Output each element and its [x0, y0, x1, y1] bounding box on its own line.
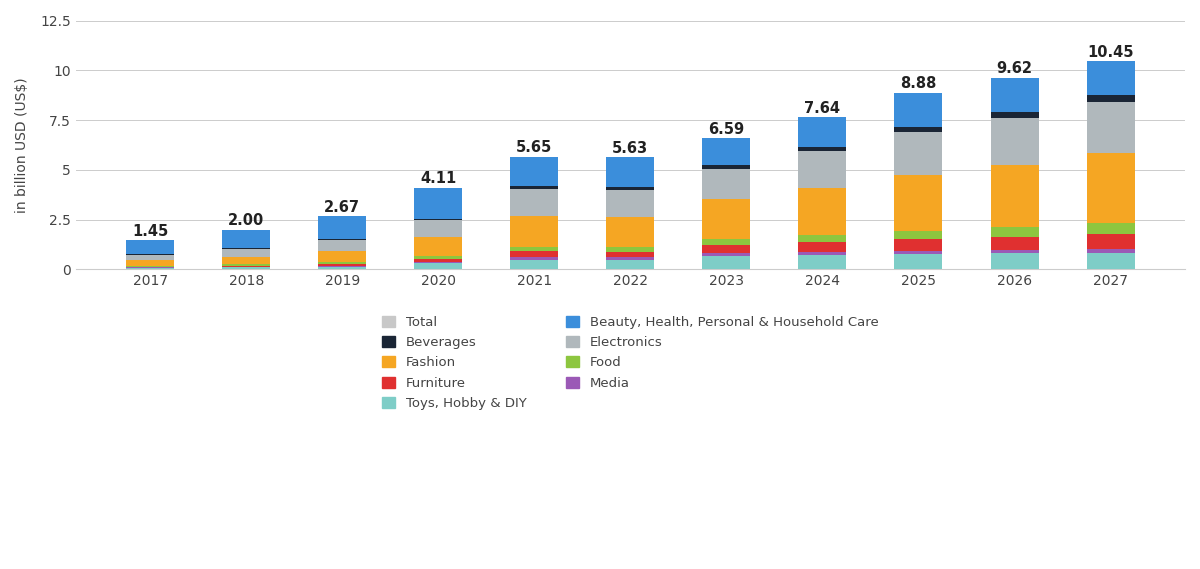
- Bar: [318, 262, 366, 264]
- Bar: [318, 241, 366, 251]
- Text: 9.62: 9.62: [996, 61, 1032, 76]
- Bar: [798, 117, 846, 147]
- Bar: [894, 240, 942, 251]
- Bar: [414, 262, 462, 263]
- Bar: [510, 189, 558, 216]
- Text: 5.63: 5.63: [612, 141, 648, 156]
- Bar: [798, 242, 846, 252]
- Bar: [1086, 102, 1134, 153]
- Bar: [414, 256, 462, 258]
- Bar: [702, 199, 750, 239]
- Bar: [990, 237, 1038, 250]
- Bar: [510, 257, 558, 260]
- Bar: [222, 266, 270, 267]
- Bar: [798, 235, 846, 242]
- Bar: [222, 265, 270, 266]
- Bar: [894, 231, 942, 240]
- Text: 5.65: 5.65: [516, 141, 552, 155]
- Bar: [414, 220, 462, 237]
- Bar: [894, 175, 942, 231]
- Text: 2.67: 2.67: [324, 200, 360, 215]
- Bar: [798, 151, 846, 188]
- Text: 1.45: 1.45: [132, 224, 168, 239]
- Bar: [606, 260, 654, 269]
- Bar: [126, 268, 174, 269]
- Text: 7.64: 7.64: [804, 101, 840, 116]
- Bar: [510, 251, 558, 257]
- Bar: [318, 264, 366, 266]
- Bar: [318, 216, 366, 240]
- Bar: [990, 250, 1038, 253]
- Bar: [1086, 61, 1134, 96]
- Bar: [894, 251, 942, 254]
- Bar: [702, 169, 750, 199]
- Bar: [894, 93, 942, 127]
- Legend: Total, Beverages, Fashion, Furniture, Toys, Hobby & DIY, Beauty, Health, Persona: Total, Beverages, Fashion, Furniture, To…: [382, 316, 878, 410]
- Bar: [222, 267, 270, 269]
- Bar: [990, 253, 1038, 269]
- Bar: [702, 253, 750, 257]
- Bar: [606, 248, 654, 252]
- Bar: [510, 186, 558, 189]
- Bar: [510, 157, 558, 186]
- Bar: [414, 263, 462, 269]
- Bar: [702, 138, 750, 166]
- Bar: [222, 249, 270, 257]
- Text: 2.00: 2.00: [228, 213, 264, 228]
- Bar: [222, 248, 270, 249]
- Bar: [222, 229, 270, 248]
- Bar: [1086, 153, 1134, 222]
- Bar: [894, 127, 942, 132]
- Bar: [702, 239, 750, 245]
- Bar: [318, 251, 366, 262]
- Bar: [126, 266, 174, 267]
- Bar: [606, 217, 654, 248]
- Bar: [1086, 249, 1134, 253]
- Bar: [798, 147, 846, 151]
- Bar: [1086, 96, 1134, 102]
- Bar: [990, 118, 1038, 165]
- Bar: [606, 257, 654, 260]
- Bar: [606, 157, 654, 187]
- Bar: [894, 254, 942, 269]
- Text: 8.88: 8.88: [900, 76, 937, 91]
- Bar: [126, 241, 174, 254]
- Y-axis label: in billion USD (US$): in billion USD (US$): [14, 77, 29, 213]
- Bar: [318, 266, 366, 269]
- Bar: [510, 260, 558, 269]
- Bar: [414, 188, 462, 218]
- Bar: [510, 216, 558, 247]
- Bar: [702, 245, 750, 253]
- Bar: [126, 260, 174, 266]
- Bar: [894, 132, 942, 175]
- Bar: [702, 257, 750, 269]
- Bar: [702, 166, 750, 169]
- Bar: [606, 187, 654, 189]
- Bar: [414, 237, 462, 256]
- Bar: [510, 247, 558, 251]
- Bar: [798, 188, 846, 235]
- Bar: [606, 252, 654, 257]
- Bar: [414, 258, 462, 262]
- Bar: [1086, 234, 1134, 249]
- Text: 10.45: 10.45: [1087, 45, 1134, 60]
- Bar: [126, 254, 174, 260]
- Bar: [990, 78, 1038, 112]
- Bar: [990, 226, 1038, 237]
- Bar: [990, 112, 1038, 118]
- Text: 4.11: 4.11: [420, 171, 456, 186]
- Bar: [1086, 253, 1134, 269]
- Bar: [798, 252, 846, 255]
- Text: 6.59: 6.59: [708, 122, 744, 137]
- Bar: [222, 257, 270, 265]
- Bar: [1086, 222, 1134, 234]
- Bar: [990, 165, 1038, 226]
- Bar: [414, 218, 462, 220]
- Bar: [606, 189, 654, 217]
- Bar: [318, 240, 366, 241]
- Bar: [798, 255, 846, 269]
